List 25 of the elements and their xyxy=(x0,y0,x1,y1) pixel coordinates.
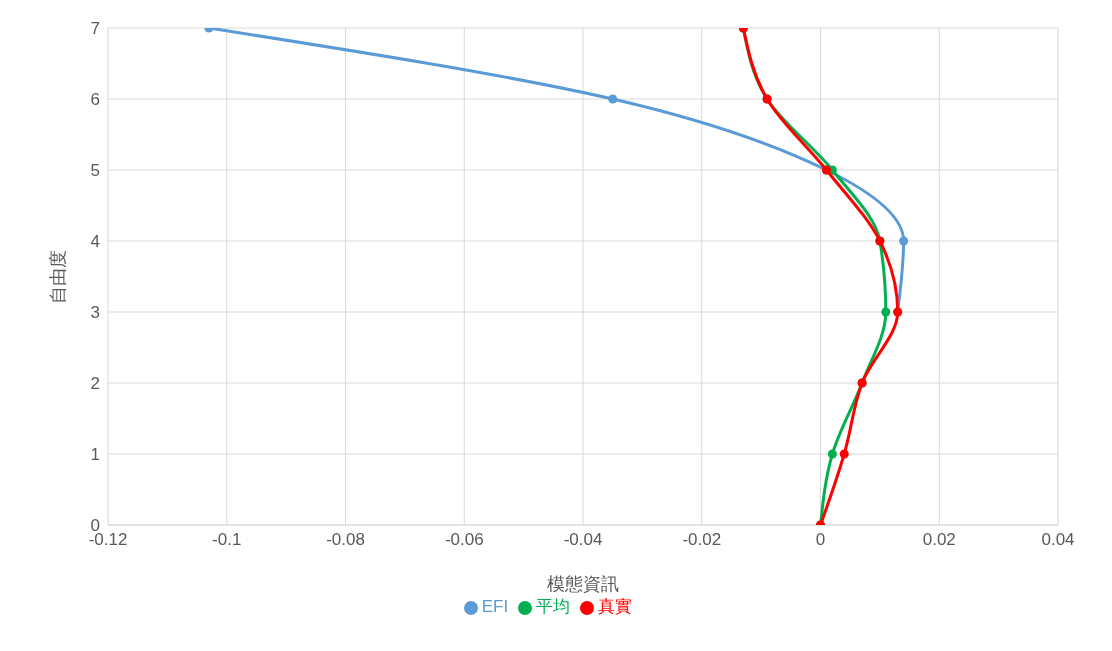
y-tick-label: 4 xyxy=(90,232,100,252)
legend-label: 真實 xyxy=(598,597,633,616)
y-tick-label: 1 xyxy=(90,445,100,465)
x-tick-label: -0.1 xyxy=(212,530,242,550)
legend-label: EFI xyxy=(481,597,509,616)
y-tick-label: 7 xyxy=(90,19,100,39)
x-tick-label: 0.02 xyxy=(922,530,956,550)
y-tick-label: 2 xyxy=(90,374,100,394)
x-tick-label: -0.08 xyxy=(326,530,365,550)
x-axis-title: 模態資訊 xyxy=(547,574,619,594)
x-tick-label: 0 xyxy=(815,530,826,550)
y-tick-label: 3 xyxy=(90,303,100,323)
point xyxy=(899,236,909,246)
x-tick-label: -0.02 xyxy=(682,530,722,550)
y-axis-title: 自由度 xyxy=(48,249,69,304)
legend-label: 平均 xyxy=(536,597,571,616)
x-tick-label: 0.04 xyxy=(1041,530,1075,550)
x-tick-label: -0.06 xyxy=(444,530,484,550)
y-tick-label: 6 xyxy=(90,90,100,110)
point xyxy=(881,307,891,317)
x-tick-label: -0.04 xyxy=(563,530,603,550)
point xyxy=(839,449,849,459)
point xyxy=(827,449,837,459)
point xyxy=(608,94,618,104)
y-tick-label: 5 xyxy=(90,161,100,181)
